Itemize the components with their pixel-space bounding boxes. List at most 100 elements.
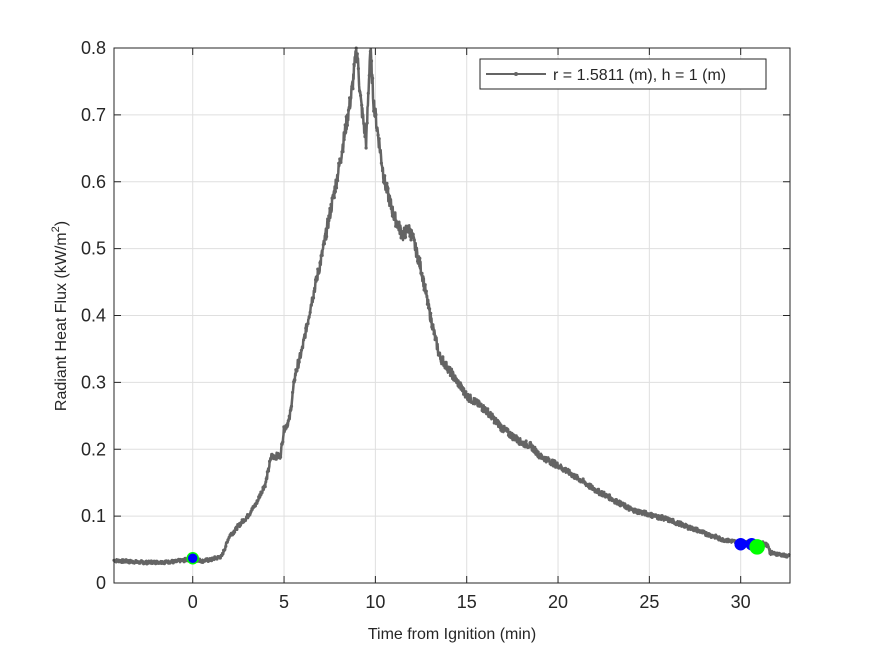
series-point — [400, 235, 404, 239]
series-point — [514, 434, 518, 438]
series-point — [300, 345, 305, 349]
series-point — [486, 407, 490, 411]
series-point — [597, 493, 602, 497]
series-point — [479, 402, 483, 406]
series-point — [328, 206, 332, 211]
series-point — [367, 73, 371, 78]
series-point — [329, 202, 333, 207]
series-point — [414, 250, 419, 255]
series-point — [368, 49, 372, 54]
series-point — [250, 508, 254, 512]
series-point — [413, 246, 417, 250]
highlight-marker — [734, 537, 747, 551]
series-point — [254, 501, 259, 505]
series-point — [464, 390, 468, 394]
series-point — [379, 161, 383, 165]
y-tick-label: 0.6 — [81, 172, 106, 192]
grid — [114, 47, 790, 584]
series-point — [448, 373, 452, 378]
series-point — [623, 502, 627, 506]
series-point — [451, 370, 455, 374]
series-point — [614, 498, 618, 502]
series-point — [459, 384, 463, 388]
series-point — [487, 411, 491, 416]
series-point — [384, 185, 388, 189]
series-point — [152, 559, 157, 563]
y-tick-label: 0.8 — [81, 38, 106, 58]
series-point — [220, 551, 225, 556]
series-point — [569, 471, 573, 475]
series-point — [351, 87, 355, 91]
series-point — [494, 422, 499, 426]
series-point — [243, 518, 248, 523]
series-point — [361, 115, 365, 119]
series-point — [403, 235, 408, 239]
x-tick-label: 10 — [365, 592, 385, 612]
series-point — [264, 477, 268, 481]
series-point — [332, 196, 336, 200]
series-point — [320, 253, 324, 257]
series-point — [289, 404, 294, 408]
series-point — [571, 473, 575, 477]
series-point — [349, 96, 353, 100]
series-point — [327, 214, 331, 218]
series-point — [407, 229, 411, 233]
series-point — [397, 223, 401, 227]
series-point — [311, 296, 316, 300]
series-point — [505, 427, 509, 431]
series-point — [695, 526, 699, 531]
series-point — [377, 137, 381, 141]
series-point — [456, 379, 460, 383]
series-point — [416, 259, 420, 263]
series-point — [590, 484, 594, 489]
series-point — [238, 523, 242, 527]
series-point — [442, 361, 446, 365]
series-point — [362, 122, 366, 126]
highlight-marker — [749, 539, 765, 555]
series-point — [528, 440, 533, 445]
x-tick-label: 30 — [731, 592, 751, 612]
y-tick-label: 0.3 — [81, 372, 106, 392]
series-point — [382, 180, 386, 184]
series-point — [366, 91, 370, 95]
series-point — [215, 557, 219, 561]
series-point — [253, 504, 257, 508]
series-point — [449, 367, 454, 371]
series-point — [279, 455, 283, 459]
series-point — [364, 146, 368, 150]
x-tick-label: 25 — [639, 592, 659, 612]
legend[interactable]: r = 1.5811 (m), h = 1 (m) — [479, 58, 767, 90]
series-point — [258, 493, 262, 497]
x-tick-label: 15 — [457, 592, 477, 612]
series-point — [326, 217, 330, 221]
series-point — [313, 286, 317, 290]
series-point — [333, 189, 337, 194]
series-point — [218, 556, 222, 560]
x-tick-label: 20 — [548, 592, 568, 612]
series-point — [767, 547, 772, 551]
series-point — [460, 389, 465, 393]
series-point — [509, 435, 513, 439]
series-point — [657, 517, 661, 521]
series-point — [581, 477, 585, 481]
series-point — [310, 300, 314, 304]
series-point — [389, 207, 393, 211]
series-point — [322, 242, 326, 246]
series-point — [493, 416, 497, 420]
y-tick-label: 0.7 — [81, 105, 106, 125]
y-tick-label: 0.4 — [81, 306, 106, 326]
series-point — [342, 138, 346, 142]
y-tick-label: 0.5 — [81, 239, 106, 259]
series-point — [369, 59, 374, 63]
series-point — [607, 493, 612, 497]
y-axis-label: Radiant Heat Flux (kW/m2) — [50, 221, 70, 411]
series-point — [293, 378, 297, 382]
series-point — [308, 310, 312, 314]
series-point — [398, 225, 402, 230]
series-point — [662, 518, 666, 522]
series-point — [671, 517, 675, 522]
series-point — [405, 224, 409, 228]
series-point — [315, 277, 319, 281]
series-point — [363, 135, 367, 139]
series-point — [502, 424, 506, 428]
